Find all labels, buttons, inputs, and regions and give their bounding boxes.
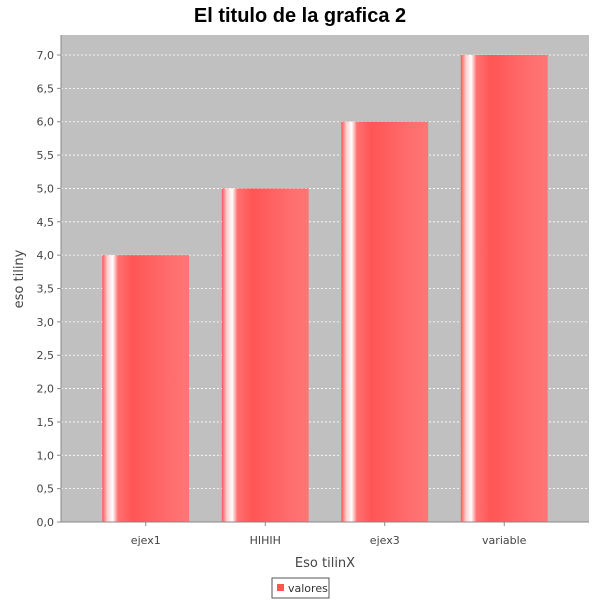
chart-title: El titulo de la grafica 2	[194, 5, 406, 27]
y-tick-label: 0,5	[37, 483, 55, 496]
y-tick-label: 0,0	[37, 516, 55, 529]
y-tick-label: 7,0	[37, 49, 55, 62]
y-tick-label: 1,5	[37, 416, 55, 429]
y-tick-label: 3,5	[37, 283, 55, 296]
x-axis-ticks: ejex1 HIHIH ejex3 variable	[131, 522, 527, 547]
y-tick-label: 6,5	[37, 82, 55, 95]
y-tick-label: 5,5	[37, 149, 55, 162]
x-tick-label: ejex1	[131, 534, 161, 547]
y-tick-label: 6,0	[37, 116, 55, 129]
y-tick-label: 3,0	[37, 316, 55, 329]
y-axis-ticks: 0,0 0,5 1,0 1,5 2,0 2,5 3,0 3,5 4,0 4,5 5,0 5,5 6,0 6…	[37, 49, 61, 529]
y-axis-label: eso tiliny	[12, 249, 27, 308]
bar-ejex1	[102, 255, 190, 522]
legend-swatch	[277, 584, 284, 591]
bar-hihih	[221, 188, 309, 522]
legend-label: valores	[288, 582, 328, 595]
y-tick-label: 4,5	[37, 216, 55, 229]
legend: valores	[271, 577, 330, 599]
y-tick-label: 5,0	[37, 182, 55, 195]
y-tick-label: 4,0	[37, 249, 55, 262]
y-tick-label: 2,5	[37, 349, 55, 362]
y-tick-label: 2,0	[37, 383, 55, 396]
x-axis-label: Eso tilinX	[295, 556, 355, 571]
legend-box	[271, 577, 330, 599]
y-tick-label: 1,0	[37, 449, 55, 462]
bar-variable	[460, 55, 548, 522]
x-tick-label: HIHIH	[250, 534, 281, 547]
x-tick-label: variable	[482, 534, 527, 547]
bars	[102, 55, 548, 523]
bar-ejex3	[341, 121, 429, 523]
x-tick-label: ejex3	[370, 534, 400, 547]
